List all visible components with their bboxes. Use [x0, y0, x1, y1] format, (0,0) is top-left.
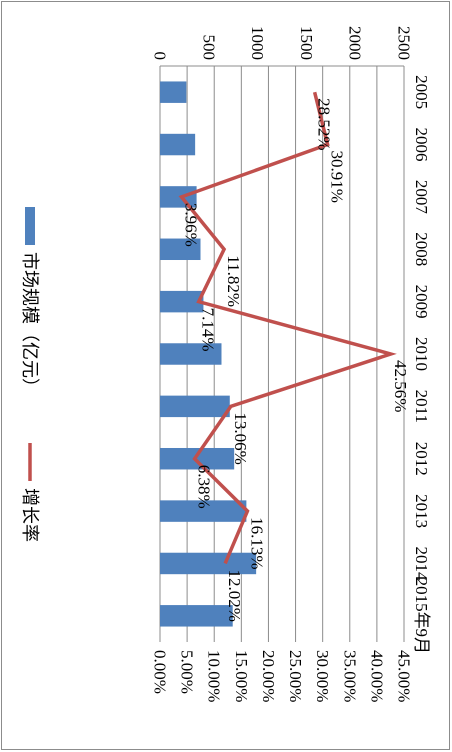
line-series — [178, 91, 397, 565]
bar — [160, 343, 222, 365]
secondary-tick-label: 5.00% — [178, 650, 197, 694]
secondary-tick-label: 15.00% — [232, 650, 251, 702]
data-label: 13.06% — [231, 412, 250, 464]
category-label: 2006 — [412, 128, 431, 162]
legend: 市场规模（亿元） 增长率 — [20, 207, 40, 542]
bar — [160, 500, 247, 522]
data-labels: 28.52%30.91% 3.96% 11.82% 7.14% 42.56% 13.06%… — [181, 98, 409, 622]
category-label: 2015年9月 — [412, 578, 431, 655]
primary-tick-label: 500 — [199, 35, 218, 61]
data-label: 30.91% — [328, 151, 347, 203]
category-label: 2010 — [412, 337, 431, 371]
category-label: 2009 — [412, 285, 431, 319]
bar — [160, 290, 204, 313]
primary-tick-label: 2500 — [395, 26, 414, 60]
category-label: 2012 — [412, 442, 431, 476]
growth-line — [178, 91, 397, 565]
bar — [159, 238, 201, 261]
secondary-tick-label: 35.00% — [340, 650, 359, 702]
bar — [160, 552, 257, 575]
data-label: 16.13% — [247, 517, 266, 569]
secondary-tick-label: 45.00% — [395, 650, 414, 702]
legend-label-bar: 市场规模（亿元） — [20, 252, 40, 396]
data-label: 11.82% — [224, 255, 243, 307]
primary-tick-label: 0 — [151, 52, 170, 61]
legend-label-line: 增长率 — [20, 488, 40, 542]
secondary-tick-label: 40.00% — [367, 650, 386, 702]
data-label: 12.02% — [225, 569, 244, 621]
data-label: 6.38% — [195, 465, 214, 509]
category-label: 2014 — [412, 546, 431, 581]
category-label: 2007 — [412, 180, 431, 215]
legend-swatch-bar — [25, 207, 35, 245]
bar — [160, 605, 233, 627]
data-label: 7.14% — [199, 308, 218, 352]
secondary-tick-label: 0.00% — [151, 650, 170, 694]
secondary-axis: 0.00% 5.00% 10.00% 15.00% 20.00% 25.00% 30.00%… — [151, 650, 414, 702]
secondary-tick-label: 25.00% — [286, 650, 305, 702]
bar-series — [159, 81, 257, 627]
primary-tick-label: 1500 — [297, 26, 316, 60]
bar — [159, 81, 187, 103]
primary-tick-label: 2000 — [346, 26, 365, 60]
data-label: 3.96% — [181, 203, 200, 247]
data-label: 42.56% — [391, 360, 410, 412]
primary-axis: 0 500 1000 1500 2000 2500 — [151, 26, 414, 60]
category-axis: 2005 2006 2007 2008 2009 2010 2011 2012 2013 2014… — [412, 75, 431, 654]
secondary-tick-label: 10.00% — [205, 650, 224, 702]
data-label: 28.52% — [315, 98, 334, 150]
category-label: 2011 — [412, 390, 431, 423]
secondary-tick-label: 20.00% — [259, 650, 278, 702]
primary-tick-label: 1000 — [248, 26, 267, 60]
bar — [159, 447, 235, 470]
bar — [160, 395, 230, 418]
secondary-tick-label: 30.00% — [313, 650, 332, 702]
category-label: 2008 — [412, 232, 431, 266]
category-label: 2013 — [412, 494, 431, 528]
category-label: 2005 — [412, 75, 431, 109]
bar — [159, 133, 196, 156]
